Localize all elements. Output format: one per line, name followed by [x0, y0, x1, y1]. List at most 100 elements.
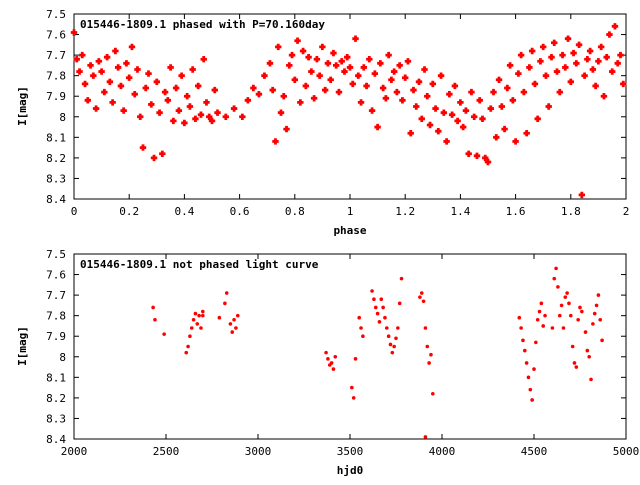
data-point	[419, 291, 424, 295]
data-point	[598, 317, 603, 322]
data-point	[95, 58, 103, 65]
data-point	[526, 375, 531, 380]
data-point	[551, 39, 558, 46]
x-tick-label: 3500	[337, 445, 364, 458]
data-point	[269, 86, 276, 94]
data-point	[418, 295, 422, 299]
ticks-phased: 0 0.2 0.4 0.6 0.8 1 1.2 1.4 1.6 1.8 2 7.5 7.6 7.7 7.8 7…	[46, 8, 629, 218]
data-point	[103, 53, 111, 61]
data-point	[195, 322, 200, 326]
data-point	[308, 68, 315, 75]
data-point	[181, 119, 188, 127]
data-point	[230, 105, 238, 112]
data-point	[346, 64, 354, 71]
data-point	[424, 93, 431, 100]
data-point	[370, 289, 374, 293]
data-point	[275, 43, 282, 51]
data-point	[350, 385, 354, 390]
data-point	[569, 313, 573, 318]
y-tick-label: 7.9	[46, 330, 66, 343]
data-point	[150, 154, 158, 162]
data-point	[357, 99, 365, 106]
x-tick-label: 2000	[61, 445, 88, 458]
data-point	[431, 391, 435, 396]
data-point	[563, 295, 568, 299]
data-point	[586, 47, 594, 55]
data-point	[79, 51, 86, 59]
y-axis-label-unphased: I[mag]	[16, 326, 29, 366]
data-point	[421, 299, 426, 304]
data-point	[565, 291, 569, 295]
y-tick-label: 7.6	[46, 29, 66, 42]
data-point	[620, 80, 627, 88]
data-point	[120, 107, 127, 114]
data-point	[446, 90, 453, 98]
data-point	[531, 80, 539, 88]
data-point	[440, 109, 448, 116]
data-point	[471, 113, 478, 120]
data-point	[581, 72, 588, 79]
data-point	[575, 41, 583, 49]
data-point	[556, 285, 560, 289]
data-point	[534, 115, 541, 123]
data-point	[313, 56, 321, 63]
y-tick-label: 7.8	[46, 70, 66, 83]
data-point	[217, 315, 222, 320]
data-point	[161, 88, 169, 96]
x-tick-label: 0.6	[230, 205, 250, 218]
x-tick-label: 2500	[153, 445, 180, 458]
data-point	[109, 99, 116, 106]
data-point	[425, 344, 430, 349]
data-point	[459, 123, 467, 131]
series-phased	[70, 23, 627, 199]
data-point	[567, 301, 571, 306]
y-tick-label: 8.4	[46, 193, 66, 206]
data-point	[399, 276, 404, 281]
data-point	[543, 313, 547, 318]
data-point	[377, 320, 382, 324]
data-point	[515, 70, 522, 77]
data-point	[188, 334, 192, 339]
data-point	[394, 336, 398, 341]
data-point	[595, 58, 602, 65]
data-point	[484, 158, 492, 166]
data-point	[564, 35, 572, 42]
data-point	[266, 60, 274, 67]
data-point	[570, 344, 575, 349]
data-point	[385, 51, 392, 59]
data-point	[351, 396, 356, 400]
y-tick-label: 8.2	[46, 152, 66, 165]
data-point	[383, 315, 387, 320]
data-point	[235, 313, 240, 318]
data-point	[294, 37, 301, 44]
data-point	[186, 344, 190, 349]
data-point	[528, 47, 536, 55]
data-point	[156, 109, 163, 116]
data-point	[465, 150, 472, 157]
data-point	[611, 23, 619, 30]
data-point	[426, 121, 434, 129]
data-point	[379, 84, 387, 92]
data-point	[137, 113, 144, 120]
data-point	[291, 76, 298, 83]
data-point	[330, 49, 337, 57]
data-point	[382, 95, 390, 102]
data-point	[592, 311, 597, 316]
data-point	[423, 326, 428, 330]
data-point	[148, 101, 155, 108]
x-axis-label-phased: phase	[333, 224, 366, 237]
data-point	[324, 350, 328, 355]
data-point	[172, 84, 180, 92]
data-point	[530, 398, 534, 402]
x-tick-label: 2	[623, 205, 630, 218]
data-point	[557, 313, 562, 318]
data-point	[457, 99, 464, 106]
data-point	[437, 72, 445, 79]
data-point	[145, 70, 152, 77]
data-point	[377, 60, 384, 67]
data-point	[84, 97, 91, 104]
data-point	[153, 78, 160, 86]
data-point	[299, 47, 307, 55]
data-point	[550, 326, 555, 330]
